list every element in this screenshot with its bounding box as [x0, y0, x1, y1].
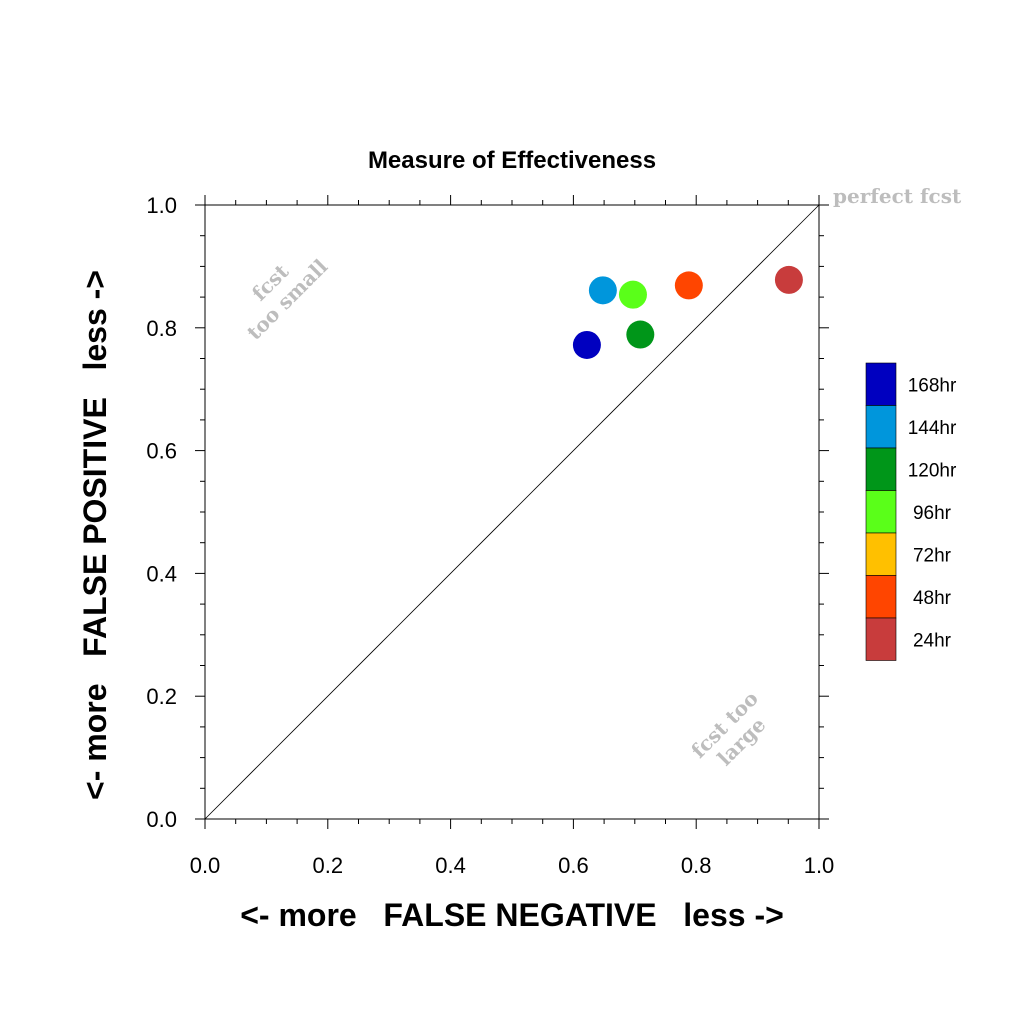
legend-label-72hr: 72hr — [913, 545, 952, 566]
legend-swatch-168hr — [865, 362, 897, 406]
y-tick-label: 0.8 — [146, 316, 177, 341]
x-axis-title: <- more FALSE NEGATIVE less -> — [240, 897, 784, 933]
legend-swatch-24hr — [865, 617, 897, 661]
perfect-forecast-diagonal — [204, 204, 820, 820]
legend-label-144hr: 144hr — [908, 418, 957, 439]
legend-swatch-48hr — [865, 575, 897, 619]
data-point-48hr — [674, 271, 703, 300]
x-tick-label: 0.8 — [681, 853, 712, 878]
data-point-120hr — [626, 320, 655, 349]
y-axis-title: <- more FALSE POSITIVE less -> — [77, 270, 113, 800]
annotation-line: too small — [242, 254, 332, 344]
y-tick-label: 0.0 — [146, 807, 177, 832]
legend-label-48hr: 48hr — [913, 588, 952, 609]
legend-swatch-144hr — [865, 405, 897, 449]
chart-title: Measure of Effectiveness — [368, 147, 656, 174]
x-tick-label: 0.0 — [190, 853, 221, 878]
legend-label-96hr: 96hr — [913, 503, 952, 524]
data-point-96hr — [618, 280, 647, 309]
y-tick-label: 0.2 — [146, 684, 177, 709]
x-tick-label: 1.0 — [804, 853, 835, 878]
data-point-24hr — [774, 265, 803, 294]
y-tick-label: 0.4 — [146, 561, 177, 586]
legend: 168hr 144hr 120hr 96hr 72hr 48hr 24hr — [865, 362, 957, 661]
data-point-168hr — [572, 330, 601, 359]
x-tick-label: 0.4 — [435, 853, 466, 878]
legend-swatch-96hr — [865, 490, 897, 534]
y-tick-label: 1.0 — [146, 193, 177, 218]
annotation-perfect-fcst: perfect fcst — [833, 184, 962, 208]
legend-label-120hr: 120hr — [908, 460, 957, 481]
legend-swatch-72hr — [865, 532, 897, 576]
legend-label-168hr: 168hr — [908, 375, 957, 396]
legend-label-24hr: 24hr — [913, 630, 952, 651]
tick-labels: 0.0 0.2 0.4 0.6 0.8 1.0 0.0 0.2 0.4 0.6 0.8 1.0 — [146, 193, 834, 878]
x-tick-label: 0.6 — [558, 853, 589, 878]
legend-swatch-120hr — [865, 447, 897, 491]
axis-ticks — [195, 195, 829, 829]
data-point-144hr — [588, 276, 617, 305]
y-tick-label: 0.6 — [146, 439, 177, 464]
x-tick-label: 0.2 — [313, 853, 344, 878]
data-points — [572, 265, 803, 359]
